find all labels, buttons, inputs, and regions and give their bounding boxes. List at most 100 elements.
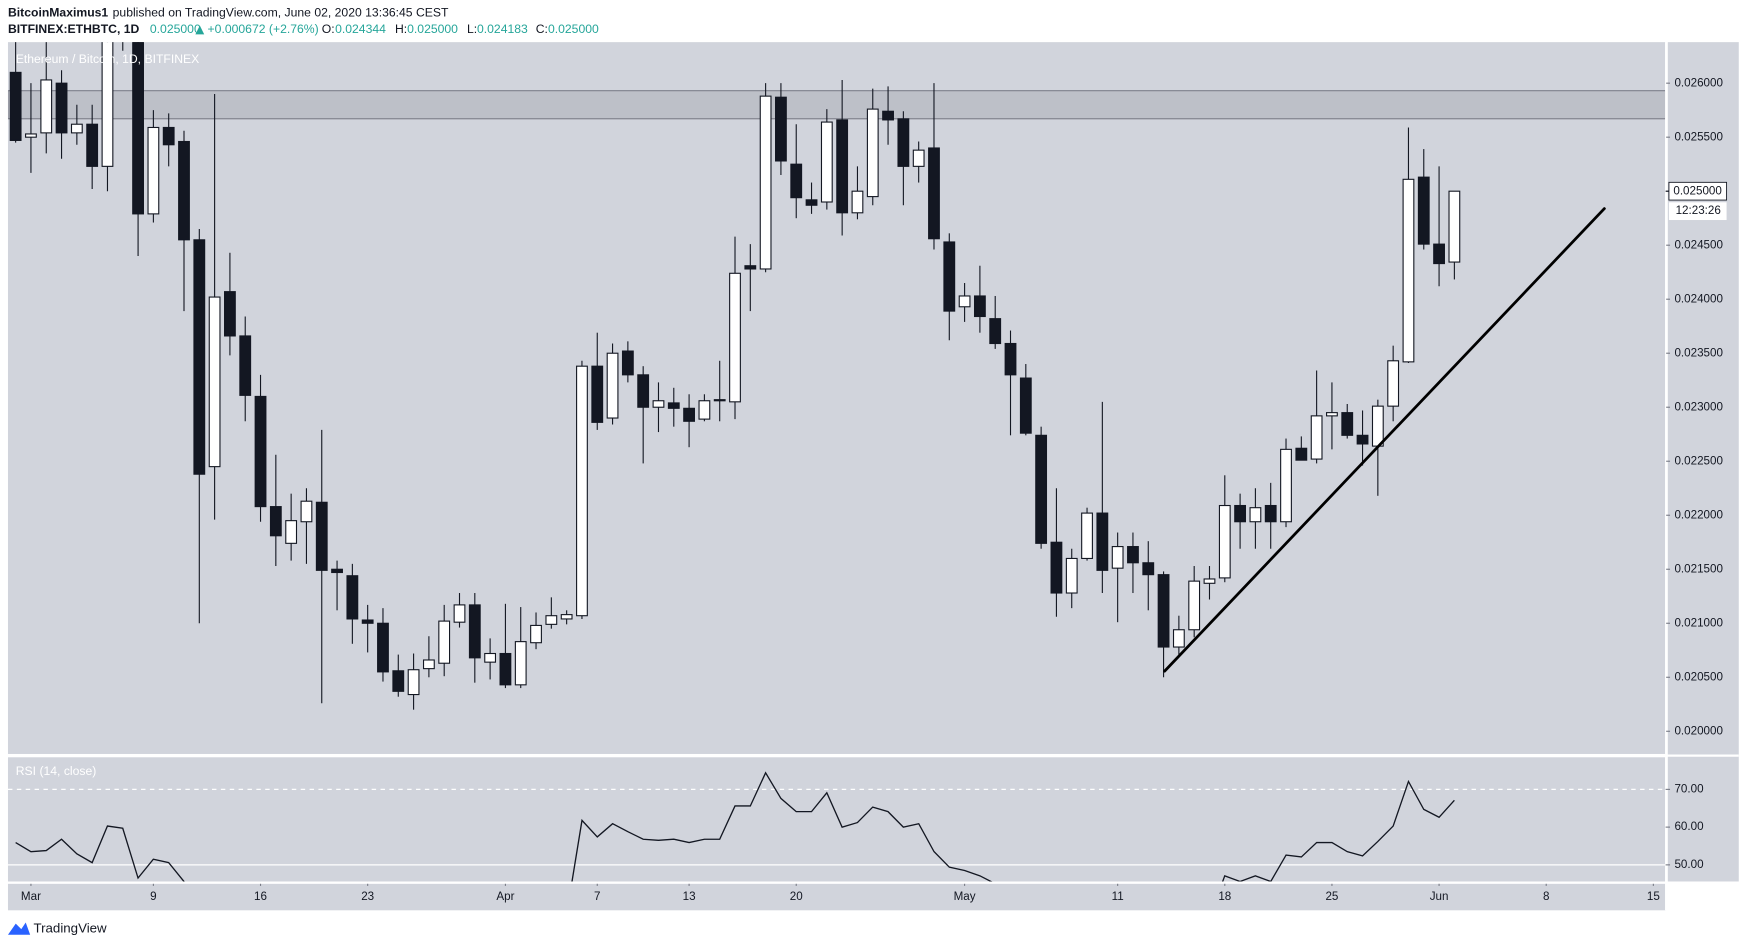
- footer-brand: TradingView: [33, 921, 107, 936]
- published: published on TradingView.com, June 02, 2…: [113, 6, 449, 20]
- candle-body: [759, 95, 772, 270]
- candle-body: [132, 42, 144, 215]
- candle-body: [101, 42, 114, 167]
- symbol: BITFINEX:ETHBTC, 1D: [8, 22, 140, 36]
- logo-icon: [7, 922, 31, 935]
- time-axis: [7, 883, 1666, 911]
- candle-body: [851, 190, 864, 214]
- ohlc-value: 0.024183: [477, 22, 528, 36]
- rsi-pane: [7, 757, 1666, 882]
- y-tick-label: 0.022500: [1674, 454, 1723, 467]
- countdown-box: [1668, 202, 1727, 221]
- candle-body: [530, 624, 542, 644]
- candle-body: [499, 652, 512, 686]
- candle-body: [254, 395, 267, 508]
- candle-body: [897, 118, 910, 167]
- candle-body: [667, 402, 680, 409]
- candle-body: [882, 110, 894, 121]
- candle-body: [392, 670, 405, 692]
- price-plot: [7, 42, 1666, 710]
- candle-body: [484, 652, 497, 663]
- header-line: BitcoinMaximus1 published on TradingView.…: [8, 6, 449, 20]
- candle-body: [1004, 342, 1017, 376]
- candle-body: [713, 399, 726, 402]
- candle-body: [805, 199, 818, 206]
- tradingview-logo: [7, 922, 31, 935]
- candle-body: [70, 123, 83, 134]
- y-tick-label: 0.022000: [1674, 508, 1723, 521]
- candle-body: [208, 296, 221, 468]
- candle-body: [285, 520, 298, 544]
- candle-body: [989, 318, 1002, 345]
- candle-body: [1188, 580, 1201, 631]
- candle-body: [973, 295, 986, 318]
- candle-body: [9, 71, 22, 141]
- ohlc-key: O:: [322, 22, 335, 36]
- x-tick-label: Mar: [21, 890, 41, 903]
- candle-body: [224, 291, 236, 337]
- candle-body: [407, 669, 420, 696]
- candle-body: [1065, 557, 1078, 594]
- x-tick-label: May: [954, 890, 976, 903]
- candle-body: [790, 163, 803, 199]
- x-tick-label: 16: [254, 890, 267, 903]
- x-tick-label: 20: [790, 890, 803, 903]
- candle-body: [698, 400, 711, 420]
- candle-body: [438, 620, 451, 664]
- y-tick-label: 0.024500: [1674, 238, 1723, 251]
- candle-body: [40, 79, 53, 134]
- candle-body: [361, 619, 374, 624]
- candle-body: [55, 82, 68, 134]
- candle-body: [1172, 629, 1185, 648]
- candle-body: [652, 400, 665, 408]
- candle-body: [514, 641, 527, 686]
- x-tick-label: 18: [1218, 890, 1231, 903]
- candle-body: [1310, 415, 1323, 460]
- countdown: 12:23:26: [1676, 204, 1721, 217]
- candle-body: [178, 140, 190, 241]
- rsi-title: RSI (14, close): [16, 764, 97, 778]
- candle-body: [315, 501, 328, 571]
- candle-body: [1234, 504, 1247, 523]
- x-tick-label: Apr: [496, 890, 514, 903]
- candle-body: [943, 241, 956, 312]
- chart-title: Ethereum / Bitcoin, 1D, BITFINEX: [16, 52, 200, 66]
- candle-body: [1050, 541, 1063, 594]
- candle-body: [331, 568, 343, 574]
- ohlc-key: L:: [467, 22, 477, 36]
- y-tick-label: 0.025500: [1674, 130, 1723, 143]
- candle-body: [928, 147, 940, 240]
- change: +0.000672 (+2.76%): [208, 22, 319, 36]
- candle-body: [377, 622, 389, 673]
- candle-body: [683, 407, 696, 422]
- y-tick-label: 0.026000: [1674, 76, 1723, 89]
- candle-body: [422, 659, 435, 670]
- y-tick-label: 0.023500: [1674, 346, 1723, 359]
- last-price-label: 0.025000: [1673, 184, 1722, 197]
- candle-body: [606, 352, 619, 419]
- candle-body: [744, 265, 757, 270]
- candle-body: [239, 335, 252, 396]
- last-price-box: [1668, 181, 1728, 201]
- candle-body: [836, 119, 849, 214]
- candle-body: [1264, 504, 1277, 523]
- candle-body: [958, 295, 971, 308]
- candle-body: [1019, 377, 1032, 434]
- candle-body: [1249, 507, 1262, 523]
- candle-body: [1127, 546, 1139, 564]
- candle-body: [1295, 447, 1308, 461]
- x-tick-label: 8: [1543, 890, 1549, 903]
- ohlc-key: H:: [395, 22, 407, 36]
- ohlc-readout: O: 0.024344 H: 0.025000 L: 0.024183 C: 0.025000: [322, 22, 599, 36]
- candle-body: [1326, 412, 1338, 417]
- y-tick-label: 70.00: [1674, 782, 1704, 795]
- ohlc-key: C:: [536, 22, 548, 36]
- candle-body: [775, 96, 787, 162]
- candle-body: [729, 272, 741, 403]
- candle-body: [1448, 190, 1461, 263]
- axes: 0.020000 0.020500 0.021000 0.021500 0.022000…: [7, 42, 1739, 911]
- candle-body: [1096, 512, 1109, 571]
- x-tick-label: 11: [1112, 890, 1124, 903]
- candle-body: [866, 108, 879, 198]
